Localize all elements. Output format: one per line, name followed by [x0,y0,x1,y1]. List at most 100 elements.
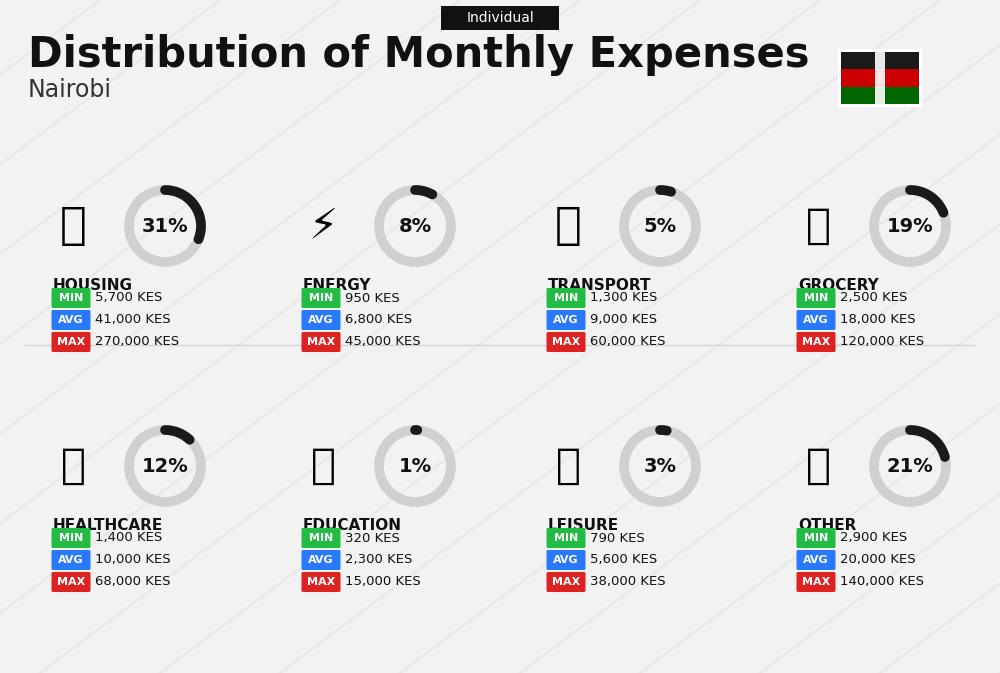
Text: MIN: MIN [309,293,333,303]
FancyBboxPatch shape [796,310,836,330]
Text: MIN: MIN [804,293,828,303]
FancyBboxPatch shape [796,572,836,592]
FancyBboxPatch shape [546,310,586,330]
Text: MAX: MAX [552,577,580,587]
FancyBboxPatch shape [546,528,586,548]
FancyBboxPatch shape [302,288,340,308]
FancyBboxPatch shape [52,288,90,308]
Text: 💰: 💰 [806,445,830,487]
FancyBboxPatch shape [302,528,340,548]
FancyBboxPatch shape [302,310,340,330]
Text: HEALTHCARE: HEALTHCARE [53,518,163,533]
Text: 🛒: 🛒 [806,205,830,247]
Text: 1,400 KES: 1,400 KES [95,532,162,544]
Text: 60,000 KES: 60,000 KES [590,336,666,349]
Text: AVG: AVG [308,555,334,565]
FancyBboxPatch shape [52,528,90,548]
Text: MIN: MIN [804,533,828,543]
Text: 21%: 21% [887,456,933,476]
Text: 5%: 5% [643,217,677,236]
Text: 20,000 KES: 20,000 KES [840,553,916,567]
FancyBboxPatch shape [302,572,340,592]
Text: GROCERY: GROCERY [798,278,879,293]
Text: 270,000 KES: 270,000 KES [95,336,179,349]
FancyBboxPatch shape [841,69,919,87]
Text: AVG: AVG [553,555,579,565]
Text: 68,000 KES: 68,000 KES [95,575,170,588]
Text: 2,900 KES: 2,900 KES [840,532,907,544]
Text: MAX: MAX [307,577,335,587]
Text: 38,000 KES: 38,000 KES [590,575,666,588]
FancyBboxPatch shape [841,52,919,69]
Text: 320 KES: 320 KES [345,532,400,544]
Text: 1%: 1% [398,456,432,476]
Text: 🚌: 🚌 [555,205,581,248]
FancyBboxPatch shape [302,332,340,352]
FancyBboxPatch shape [441,6,559,30]
Text: 3%: 3% [644,456,676,476]
Text: MIN: MIN [554,293,578,303]
Text: OTHER: OTHER [798,518,856,533]
Text: MAX: MAX [552,337,580,347]
Text: MIN: MIN [59,533,83,543]
FancyBboxPatch shape [796,288,836,308]
Text: 18,000 KES: 18,000 KES [840,314,916,326]
Text: 🏢: 🏢 [60,205,86,248]
Text: 19%: 19% [887,217,933,236]
FancyBboxPatch shape [875,52,885,104]
Text: 9,000 KES: 9,000 KES [590,314,657,326]
FancyBboxPatch shape [52,332,90,352]
Text: AVG: AVG [553,315,579,325]
FancyBboxPatch shape [302,550,340,570]
FancyBboxPatch shape [796,550,836,570]
Text: AVG: AVG [58,555,84,565]
Text: 45,000 KES: 45,000 KES [345,336,421,349]
Text: Nairobi: Nairobi [28,78,112,102]
Text: MIN: MIN [309,533,333,543]
Text: Individual: Individual [466,11,534,25]
FancyBboxPatch shape [546,332,586,352]
FancyBboxPatch shape [52,550,90,570]
Text: 140,000 KES: 140,000 KES [840,575,924,588]
Text: MAX: MAX [307,337,335,347]
Text: 2,300 KES: 2,300 KES [345,553,412,567]
Text: 🛍: 🛍 [556,445,580,487]
Text: ENERGY: ENERGY [303,278,372,293]
Text: 790 KES: 790 KES [590,532,645,544]
Text: Distribution of Monthly Expenses: Distribution of Monthly Expenses [28,34,810,76]
Text: 120,000 KES: 120,000 KES [840,336,924,349]
Text: MIN: MIN [59,293,83,303]
Text: 10,000 KES: 10,000 KES [95,553,171,567]
Text: LEISURE: LEISURE [548,518,619,533]
FancyBboxPatch shape [796,332,836,352]
Text: 950 KES: 950 KES [345,291,400,304]
FancyBboxPatch shape [546,550,586,570]
Text: 1,300 KES: 1,300 KES [590,291,657,304]
FancyBboxPatch shape [796,528,836,548]
Text: AVG: AVG [58,315,84,325]
Text: AVG: AVG [803,315,829,325]
FancyBboxPatch shape [52,310,90,330]
Text: 2,500 KES: 2,500 KES [840,291,907,304]
Text: ⚡: ⚡ [308,205,338,247]
Text: MAX: MAX [802,577,830,587]
Text: 15,000 KES: 15,000 KES [345,575,421,588]
Text: 41,000 KES: 41,000 KES [95,314,171,326]
FancyBboxPatch shape [546,572,586,592]
Text: MAX: MAX [57,337,85,347]
FancyBboxPatch shape [546,288,586,308]
Text: 🏥: 🏥 [60,445,86,487]
Text: 6,800 KES: 6,800 KES [345,314,412,326]
Text: MAX: MAX [802,337,830,347]
Text: MAX: MAX [57,577,85,587]
Text: 5,600 KES: 5,600 KES [590,553,657,567]
FancyBboxPatch shape [52,572,90,592]
Text: EDUCATION: EDUCATION [303,518,402,533]
Text: 31%: 31% [142,217,188,236]
Text: 5,700 KES: 5,700 KES [95,291,162,304]
Text: TRANSPORT: TRANSPORT [548,278,652,293]
Text: AVG: AVG [308,315,334,325]
Text: HOUSING: HOUSING [53,278,133,293]
Text: 🎓: 🎓 [310,445,336,487]
Text: MIN: MIN [554,533,578,543]
